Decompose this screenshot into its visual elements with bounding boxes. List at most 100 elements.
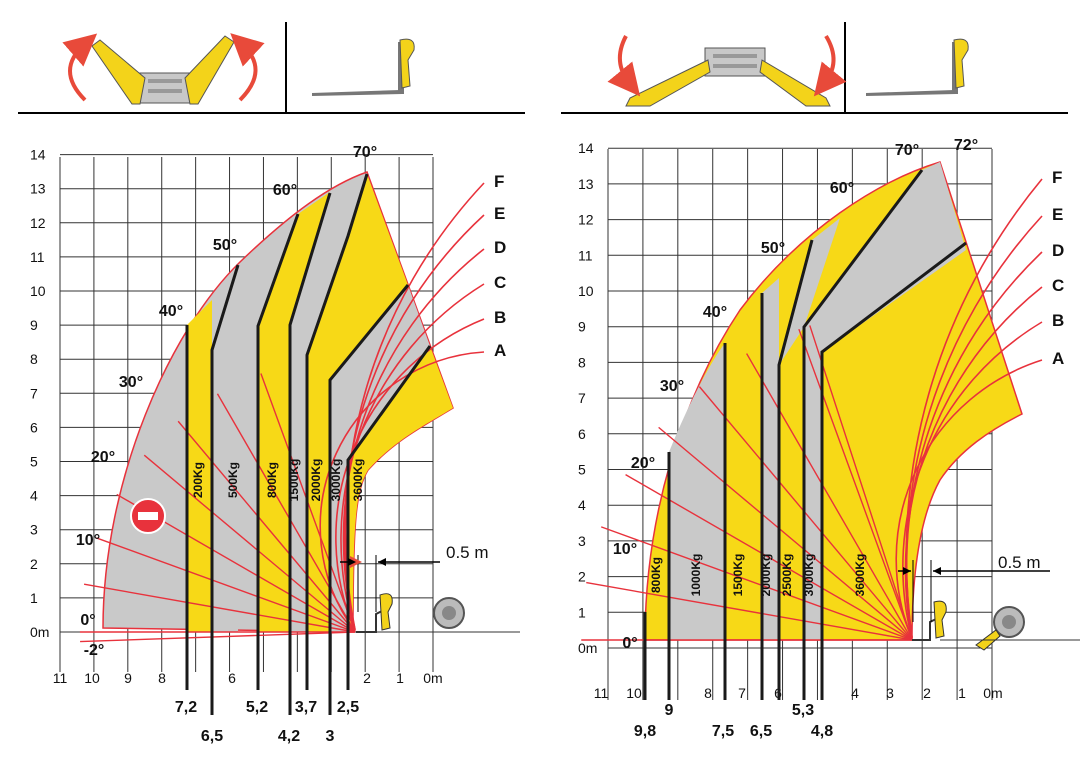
reach-label: 5,2 bbox=[246, 699, 268, 716]
y-tick-label: 1 bbox=[30, 590, 38, 606]
angle-label: 20° bbox=[631, 455, 655, 472]
load-zone-3000kg bbox=[804, 162, 966, 640]
reach-label: 6,5 bbox=[201, 728, 223, 745]
load-zone-200kg bbox=[187, 300, 212, 632]
x-tick-label: 11 bbox=[53, 670, 68, 686]
x-tick-label: 8 bbox=[704, 685, 712, 701]
load-zone-3600kg bbox=[348, 346, 453, 632]
dimension-label: 0.5 m bbox=[446, 543, 489, 562]
angle-rays: -2° 0° 10° 20° 30° 40° 50° 60° 70° bbox=[76, 144, 377, 659]
x-tick-label: 11 bbox=[594, 685, 609, 701]
y-tick-label: 7 bbox=[578, 390, 586, 406]
x-tick-label: 0m bbox=[423, 670, 442, 686]
y-tick-label: 13 bbox=[578, 176, 594, 192]
arc-label: D bbox=[494, 238, 506, 257]
fork-icon bbox=[866, 38, 969, 96]
angle-ray bbox=[658, 426, 913, 641]
load-zone-2000kg bbox=[762, 278, 779, 640]
y-tick-label: 3 bbox=[30, 522, 38, 538]
reach-label: 2,5 bbox=[337, 699, 359, 716]
load-label: 2000Kg bbox=[759, 554, 773, 597]
load-label: 1500Kg bbox=[731, 554, 745, 597]
angle-label: 10° bbox=[76, 532, 100, 549]
stabilisers-lowered-icon bbox=[607, 34, 847, 107]
y-tick-label: 2 bbox=[30, 556, 38, 572]
load-zone-1000kg bbox=[669, 343, 725, 640]
load-zone-1500kg bbox=[290, 186, 342, 632]
reach-label: 4,2 bbox=[278, 728, 300, 745]
load-label: 800Kg bbox=[649, 557, 663, 593]
y-tick-label: 8 bbox=[30, 351, 38, 367]
load-zone-2500kg-gap bbox=[779, 218, 840, 365]
x-tick-label: 0m bbox=[983, 685, 1002, 701]
load-boundaries bbox=[643, 169, 967, 700]
y-tick-label: 4 bbox=[578, 497, 586, 513]
angle-ray bbox=[177, 420, 356, 633]
x-tick-label: 8 bbox=[158, 670, 166, 686]
angle-label: 50° bbox=[761, 240, 785, 257]
y-tick-label: 5 bbox=[30, 454, 38, 470]
angle-label: 50° bbox=[213, 237, 237, 254]
load-label: 200Kg bbox=[191, 462, 205, 498]
arc-label: B bbox=[494, 308, 506, 327]
fork-on-chassis-icon bbox=[912, 600, 1080, 651]
y-tick-label: 11 bbox=[578, 247, 593, 263]
arc-label: A bbox=[494, 341, 506, 360]
angle-ray bbox=[625, 474, 913, 641]
y-tick-label: 12 bbox=[30, 215, 46, 231]
y-tick-label: 10 bbox=[30, 283, 46, 299]
load-label: 3000Kg bbox=[329, 459, 343, 502]
y-tick-label: 0m bbox=[30, 624, 49, 640]
angle-label: 72° bbox=[954, 137, 978, 154]
angle-label: 30° bbox=[119, 374, 143, 391]
reach-label: 6,5 bbox=[750, 723, 772, 740]
y-tick-label: 10 bbox=[578, 283, 594, 299]
y-tick-label: 8 bbox=[578, 354, 586, 370]
arc-label: B bbox=[1052, 311, 1064, 330]
y-tick-label: 12 bbox=[578, 212, 594, 228]
x-tick-label: 4 bbox=[851, 685, 859, 701]
angle-label: 0° bbox=[80, 612, 95, 629]
stabilisers-raised-icon bbox=[62, 33, 265, 105]
y-tick-label: 14 bbox=[30, 147, 46, 163]
fork-icon bbox=[312, 38, 415, 96]
arc-label: E bbox=[494, 204, 505, 223]
reach-label: 9 bbox=[665, 702, 674, 719]
x-tick-label: 3 bbox=[886, 685, 894, 701]
y-tick-label: 14 bbox=[578, 140, 594, 156]
angle-label: 40° bbox=[703, 304, 727, 321]
dimension-label: 0.5 m bbox=[998, 553, 1041, 572]
arc-label: C bbox=[1052, 276, 1064, 295]
x-tick-label: 10 bbox=[626, 685, 642, 701]
angle-label: -2° bbox=[84, 642, 105, 659]
header-panel-left bbox=[18, 22, 525, 114]
angle-label: 30° bbox=[660, 378, 684, 395]
x-tick-label: 2 bbox=[363, 670, 371, 686]
arc-label: D bbox=[1052, 241, 1064, 260]
load-labels: 200Kg 500Kg 800Kg 1500Kg 2000Kg 3000Kg 3600Kg 7… bbox=[175, 459, 365, 745]
x-tick-label: 9 bbox=[124, 670, 132, 686]
x-tick-label: 7 bbox=[738, 685, 746, 701]
load-label: 1000Kg bbox=[689, 554, 703, 597]
y-tick-label: 13 bbox=[30, 181, 46, 197]
load-label: 1500Kg bbox=[287, 459, 301, 502]
x-tick-label: 6 bbox=[228, 670, 236, 686]
angle-label: 40° bbox=[159, 303, 183, 320]
load-zone-2000kg bbox=[307, 174, 408, 632]
y-tick-label: 7 bbox=[30, 385, 38, 401]
angle-rays: 0° 10° 20° 30° 40° 50° 60° 70° 72° bbox=[581, 137, 978, 652]
no-entry-icon bbox=[130, 498, 166, 534]
load-label: 3600Kg bbox=[853, 554, 867, 597]
load-label: 2000Kg bbox=[309, 459, 323, 502]
x-tick-label: 10 bbox=[84, 670, 100, 686]
y-tick-label: 9 bbox=[30, 317, 38, 333]
angle-ray bbox=[586, 581, 913, 641]
load-zone-500kg bbox=[212, 265, 238, 632]
reach-label: 7,2 bbox=[175, 699, 197, 716]
extension-arc bbox=[343, 214, 485, 630]
arc-label: A bbox=[1052, 349, 1064, 368]
y-tick-label: 11 bbox=[30, 249, 45, 265]
extension-arc bbox=[342, 248, 485, 631]
angle-label: 60° bbox=[830, 180, 854, 197]
